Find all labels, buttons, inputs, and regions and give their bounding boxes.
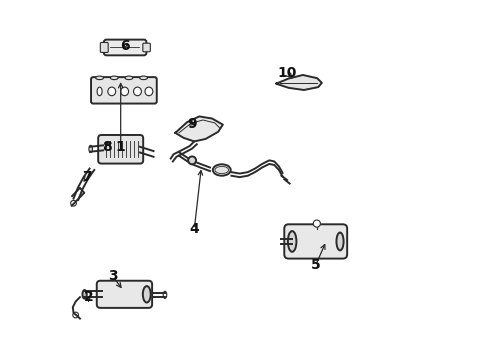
Text: 2: 2: [84, 290, 94, 304]
Ellipse shape: [163, 291, 167, 298]
Ellipse shape: [288, 231, 296, 252]
Ellipse shape: [97, 87, 102, 96]
Text: 3: 3: [108, 269, 118, 283]
Ellipse shape: [121, 87, 128, 96]
Ellipse shape: [125, 76, 133, 80]
Text: 6: 6: [121, 39, 130, 53]
Text: 8: 8: [102, 140, 112, 154]
Text: 10: 10: [277, 66, 297, 80]
Ellipse shape: [134, 87, 142, 96]
Ellipse shape: [110, 76, 118, 80]
Circle shape: [71, 201, 76, 206]
Text: 4: 4: [190, 222, 199, 236]
Ellipse shape: [143, 286, 151, 302]
Text: 9: 9: [187, 117, 197, 131]
Ellipse shape: [140, 76, 147, 80]
Ellipse shape: [337, 233, 343, 250]
Ellipse shape: [108, 87, 116, 96]
Ellipse shape: [82, 290, 87, 298]
FancyBboxPatch shape: [97, 281, 152, 308]
Ellipse shape: [215, 166, 228, 174]
FancyBboxPatch shape: [98, 135, 143, 163]
FancyBboxPatch shape: [284, 224, 347, 258]
FancyBboxPatch shape: [100, 42, 108, 53]
Ellipse shape: [213, 164, 231, 176]
FancyBboxPatch shape: [91, 77, 157, 104]
Polygon shape: [175, 116, 223, 141]
Ellipse shape: [89, 145, 93, 153]
Text: 5: 5: [311, 258, 320, 272]
Ellipse shape: [96, 76, 103, 80]
FancyBboxPatch shape: [104, 40, 147, 55]
Text: 7: 7: [82, 170, 92, 184]
Circle shape: [313, 220, 320, 227]
Text: 1: 1: [116, 140, 125, 154]
FancyBboxPatch shape: [143, 43, 150, 52]
Ellipse shape: [145, 87, 153, 96]
Polygon shape: [276, 75, 322, 90]
Ellipse shape: [188, 157, 196, 164]
Circle shape: [73, 312, 78, 318]
